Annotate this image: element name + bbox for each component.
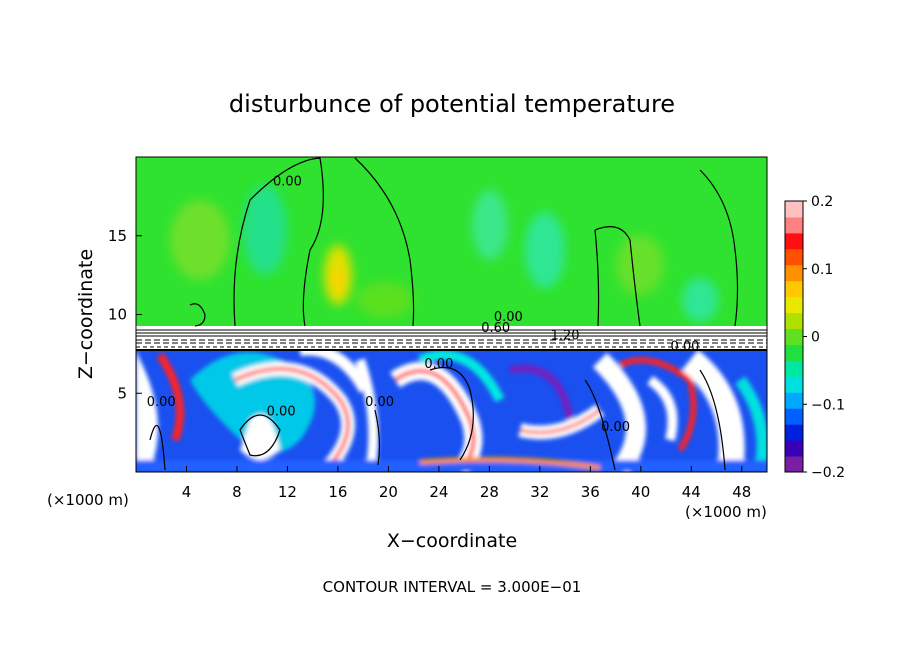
colorbar-segment	[785, 392, 803, 409]
y-tick-label: 5	[117, 384, 127, 402]
contour-label: 0.00	[424, 357, 453, 372]
x-tick-label: 24	[429, 483, 448, 501]
colorbar-tick-label: 0	[811, 330, 820, 346]
x-tick-label: 16	[328, 483, 347, 501]
contour-labels: 0.000.000.601.200.000.000.000.000.000.00	[147, 174, 700, 435]
colorbar-segment	[785, 440, 803, 457]
colorbar-segment	[785, 248, 803, 266]
x-tick-label: 28	[480, 483, 499, 501]
colorbar-segment	[785, 408, 803, 425]
x-tick-label: 36	[581, 483, 600, 501]
lower-layer-structures	[136, 343, 767, 472]
contour-lines	[149, 157, 739, 471]
x-tick-label: 12	[278, 483, 297, 501]
colorbar-segment	[785, 296, 803, 314]
z-unit-label: (×1000 m)	[685, 503, 767, 521]
colorbar-segment	[785, 328, 803, 345]
inversion-contours	[136, 329, 767, 351]
chart-title: disturbunce of potential temperature	[229, 90, 675, 118]
x-tick-label: 48	[732, 483, 751, 501]
y-tick-label: 15	[108, 227, 127, 245]
y-axis-title: Z−coordinate	[75, 249, 97, 379]
x-tick-label: 40	[631, 483, 650, 501]
colorbar-segment	[785, 344, 803, 361]
colorbar-tick-label: 0.2	[811, 194, 833, 210]
colorbar-segment	[785, 232, 803, 250]
contour-label: 0.00	[670, 340, 699, 355]
x-axis: 4 8 12 16 20 24 28 32 36 40 44 48	[182, 466, 751, 501]
colorbar-segment	[785, 376, 803, 393]
colorbar-segment	[785, 264, 803, 282]
contour-label: 0.60	[481, 321, 510, 336]
colorbar-segment	[785, 424, 803, 441]
x-tick-label: 4	[182, 483, 192, 501]
colorbar-segment	[785, 312, 803, 330]
contour-interval-note: CONTOUR INTERVAL = 3.000E−01	[323, 578, 582, 596]
contour-label: 0.00	[147, 395, 176, 410]
colorbar-tick-label: 0.1	[811, 262, 833, 278]
y-axis: 5 10 15	[108, 227, 142, 402]
colorbar-tick-label: −0.2	[811, 465, 845, 481]
contour-label: 0.00	[273, 174, 302, 189]
x-unit-label: (×1000 m)	[47, 491, 129, 509]
upper-layer-patches	[170, 185, 718, 322]
x-axis-title: X−coordinate	[387, 530, 517, 552]
x-tick-label: 20	[379, 483, 398, 501]
x-tick-label: 8	[232, 483, 242, 501]
colorbar: −0.2 −0.1 0 0.1 0.2	[784, 194, 845, 481]
contour-label: 0.00	[494, 310, 523, 325]
colorbar-tick-label: −0.1	[811, 397, 845, 413]
contour-label: 1.20	[551, 329, 580, 344]
heatmap-field	[136, 157, 767, 472]
x-tick-label: 44	[682, 483, 701, 501]
colorbar-segment	[785, 216, 803, 234]
y-tick-label: 10	[108, 306, 127, 324]
colorbar-segment	[785, 201, 803, 218]
upper-layer-field	[136, 157, 767, 332]
colorbar-segment	[785, 360, 803, 377]
contour-label: 0.00	[601, 420, 630, 435]
colorbar-segment	[785, 456, 803, 473]
colorbar-segment	[785, 280, 803, 298]
x-tick-label: 32	[530, 483, 549, 501]
contour-label: 0.00	[365, 395, 394, 410]
contour-label: 0.00	[267, 404, 296, 419]
